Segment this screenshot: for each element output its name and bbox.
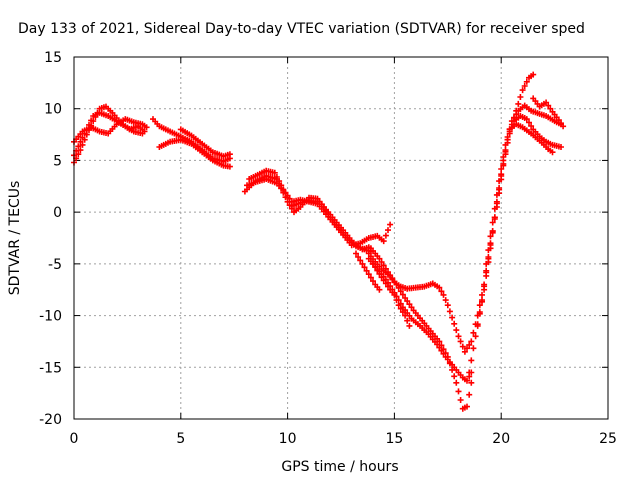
data-trace-16 bbox=[474, 121, 556, 329]
data-trace-9 bbox=[244, 176, 372, 253]
data-trace-12 bbox=[367, 245, 475, 412]
y-tick-label: -15 bbox=[39, 360, 62, 376]
x-axis-label: GPS time / hours bbox=[281, 459, 398, 475]
grid-lines bbox=[74, 57, 608, 419]
axis-ticks: 0 5 10 15 20 25 -20 -15 -10 -5 0 5 10 15 bbox=[39, 50, 617, 447]
x-tick-label: 15 bbox=[385, 431, 403, 447]
data-trace-10 bbox=[365, 71, 537, 355]
data-trace-14 bbox=[353, 250, 383, 293]
y-tick-label: 5 bbox=[53, 153, 62, 169]
y-tick-label: -20 bbox=[39, 412, 62, 428]
x-tick-label: 20 bbox=[492, 431, 510, 447]
data-trace-13 bbox=[370, 260, 413, 329]
y-tick-label: 10 bbox=[44, 102, 62, 118]
data-trace-18 bbox=[530, 95, 567, 130]
chart-title: Day 133 of 2021, Sidereal Day-to-day VTE… bbox=[18, 21, 585, 37]
x-tick-label: 25 bbox=[599, 431, 617, 447]
y-tick-label: 15 bbox=[44, 50, 62, 66]
data-trace-17 bbox=[483, 102, 564, 267]
data-series bbox=[71, 71, 567, 412]
y-axis-label: SDTVAR / TECUs bbox=[7, 181, 23, 296]
y-tick-label: 0 bbox=[53, 205, 62, 221]
x-tick-label: 10 bbox=[279, 431, 297, 447]
y-tick-label: -5 bbox=[48, 257, 62, 273]
x-tick-label: 5 bbox=[176, 431, 185, 447]
data-trace-5 bbox=[156, 136, 233, 170]
x-tick-label: 0 bbox=[70, 431, 79, 447]
data-trace-6 bbox=[177, 126, 233, 160]
y-tick-label: -10 bbox=[39, 309, 62, 325]
plot-frame bbox=[73, 56, 609, 420]
data-trace-15 bbox=[466, 113, 564, 376]
data-trace-4 bbox=[150, 116, 233, 165]
